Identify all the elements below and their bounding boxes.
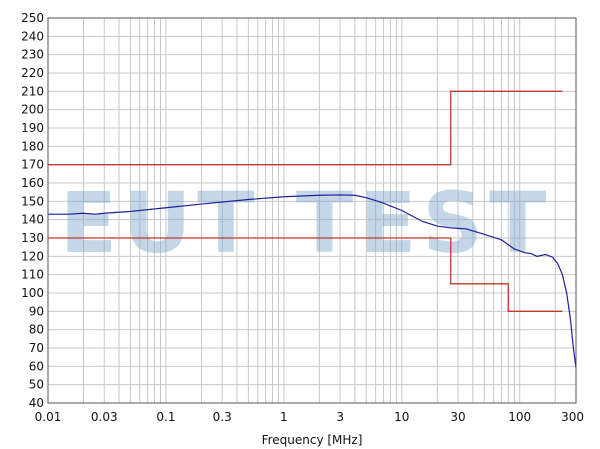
y-tick-label: 130 <box>21 231 44 245</box>
x-tick-label: 3 <box>336 410 344 424</box>
y-tick-label: 80 <box>29 323 44 337</box>
y-tick-label: 90 <box>29 304 44 318</box>
y-tick-label: 200 <box>21 103 44 117</box>
x-tick-labels: 0.01 0.03 0.1 0.3 1 3 10 30 100 300 <box>35 410 584 424</box>
y-tick-label: 190 <box>21 121 44 135</box>
y-tick-label: 160 <box>21 176 44 190</box>
y-tick-label: 70 <box>29 341 44 355</box>
y-tick-label: 120 <box>21 249 44 263</box>
y-tick-label: 210 <box>21 84 44 98</box>
limit-line-1 <box>48 237 563 312</box>
y-tick-label: 50 <box>29 378 44 392</box>
y-tick-label: 250 <box>21 11 44 25</box>
measurement-line-2 <box>48 194 577 369</box>
x-tick-label: 0.1 <box>156 410 175 424</box>
y-tick-label: 220 <box>21 66 44 80</box>
y-tick-label: 170 <box>21 158 44 172</box>
x-tick-label: 300 <box>561 410 584 424</box>
x-tick-label: 0.3 <box>213 410 232 424</box>
y-tick-label: 180 <box>21 139 44 153</box>
x-tick-label: 30 <box>450 410 465 424</box>
x-tick-label: 100 <box>508 410 531 424</box>
y-tick-label: 150 <box>21 194 44 208</box>
x-tick-label: 0.03 <box>91 410 118 424</box>
x-tick-label: 10 <box>394 410 409 424</box>
y-tick-label: 60 <box>29 359 44 373</box>
y-tick-label: 100 <box>21 286 44 300</box>
plot-frame <box>47 17 577 404</box>
y-tick-labels: 40 50 60 70 80 90 100 110 120 130 140 150 160 170 180 1… <box>21 11 44 410</box>
limit-line-0 <box>48 90 563 166</box>
y-tick-label: 40 <box>29 396 44 410</box>
y-tick-label: 240 <box>21 29 44 43</box>
series-layer <box>48 90 577 369</box>
x-tick-label: 1 <box>280 410 288 424</box>
y-tick-label: 110 <box>21 268 44 282</box>
y-tick-label: 140 <box>21 213 44 227</box>
watermark-text: EUT TEST <box>60 174 553 272</box>
y-tick-label: 230 <box>21 48 44 62</box>
x-tick-label: 0.01 <box>35 410 62 424</box>
x-axis-title: Frequency [MHz] <box>262 433 363 447</box>
